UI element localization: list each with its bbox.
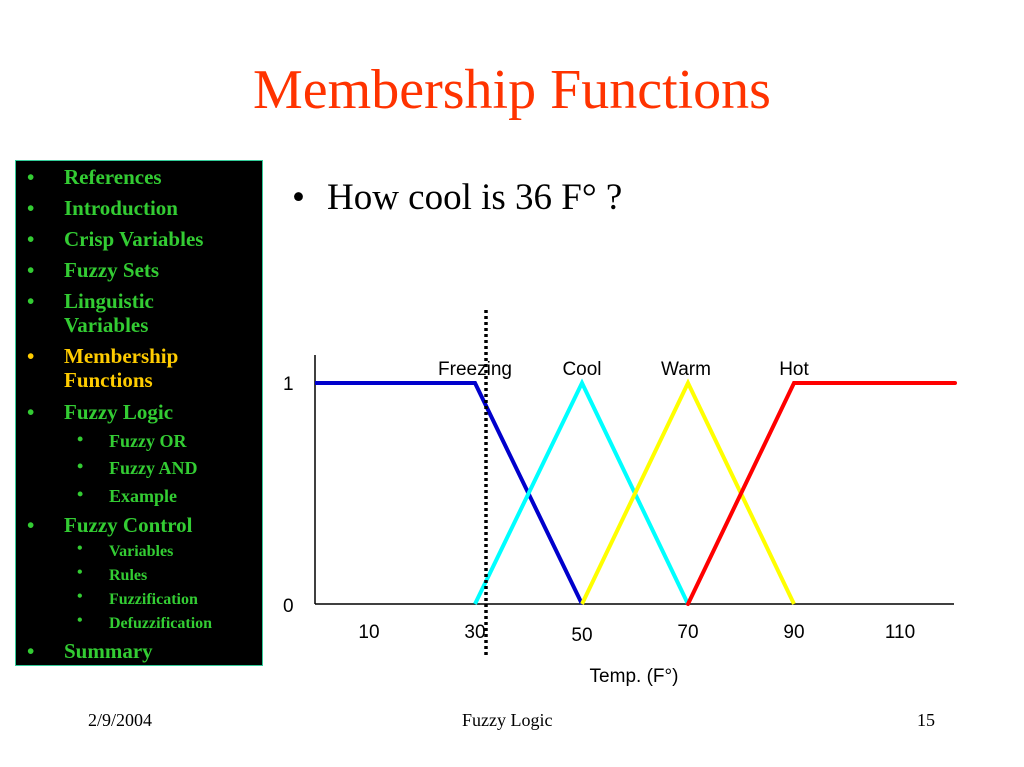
x-tick-50: 50 [571,625,592,646]
bullet-icon: • [27,400,35,424]
x-tick-70: 70 [677,622,698,643]
bullet-icon: • [27,289,35,313]
table-of-contents: • References • Introduction • Crisp Vari… [15,160,263,666]
x-tick-10: 10 [358,622,379,643]
label-cool: Cool [562,359,601,380]
bullet-icon: • [27,639,35,663]
x-tick-90: 90 [783,622,804,643]
series-hot [686,381,957,606]
x-tick-110: 110 [885,622,915,643]
footer-title: Fuzzy Logic [462,710,553,730]
series-freezing [315,381,584,605]
bullet-icon: • [292,177,305,218]
bullet-icon: • [77,564,83,581]
toc-item-label: Introduction [64,196,178,220]
toc-item-label: Linguistic [64,289,154,313]
toc-item-label: Example [109,486,178,506]
bullet-icon: • [77,612,83,629]
slide-title: Membership Functions [253,59,771,121]
bullet-icon: • [77,456,84,476]
footer-page-number: 15 [917,710,935,730]
bullet-icon: • [77,588,83,605]
toc-item-label: Fuzzy Sets [64,258,160,282]
x-axis-label: Temp. (F°) [590,666,679,687]
toc-item-label: Crisp Variables [64,227,204,251]
bullet-icon: • [27,344,35,368]
toc-item-label: Membership [64,344,179,368]
toc-item-label: Variables [109,543,174,560]
series-cool [473,378,690,605]
toc-item-label-line2: Functions [64,368,153,392]
label-freezing: Freezing [438,359,512,380]
bullet-icon: • [27,227,35,251]
bullet-icon: • [77,540,83,557]
question-text: • How cool is 36 F° ? [292,176,622,219]
toc-item-label: Fuzzy Control [64,513,193,537]
toc-item-label: Rules [109,567,148,584]
toc-item-label-line2: Variables [64,313,149,337]
footer-date: 2/9/2004 [88,710,153,730]
bullet-icon: • [27,165,35,189]
bullet-icon: • [77,429,84,449]
series-warm [580,378,796,605]
bullet-icon: • [77,484,84,504]
toc-item-label: Fuzzy AND [109,458,198,478]
bullet-icon: • [27,196,35,220]
toc-item-label: Defuzzification [109,615,213,632]
y-tick-1: 1 [283,374,294,395]
toc-item-label: Summary [64,639,153,663]
toc-item-label: References [64,165,162,189]
toc-item-label: Fuzzy Logic [64,400,174,424]
bullet-icon: • [27,513,35,537]
question-label: How cool is 36 F° ? [326,177,623,218]
x-tick-30: 30 [464,622,485,643]
label-warm: Warm [661,359,711,380]
bullet-icon: • [27,258,35,282]
label-hot: Hot [779,359,809,380]
toc-item-label: Fuzzy OR [109,431,187,451]
y-tick-0: 0 [283,596,294,617]
toc-item-label: Fuzzification [109,591,198,608]
